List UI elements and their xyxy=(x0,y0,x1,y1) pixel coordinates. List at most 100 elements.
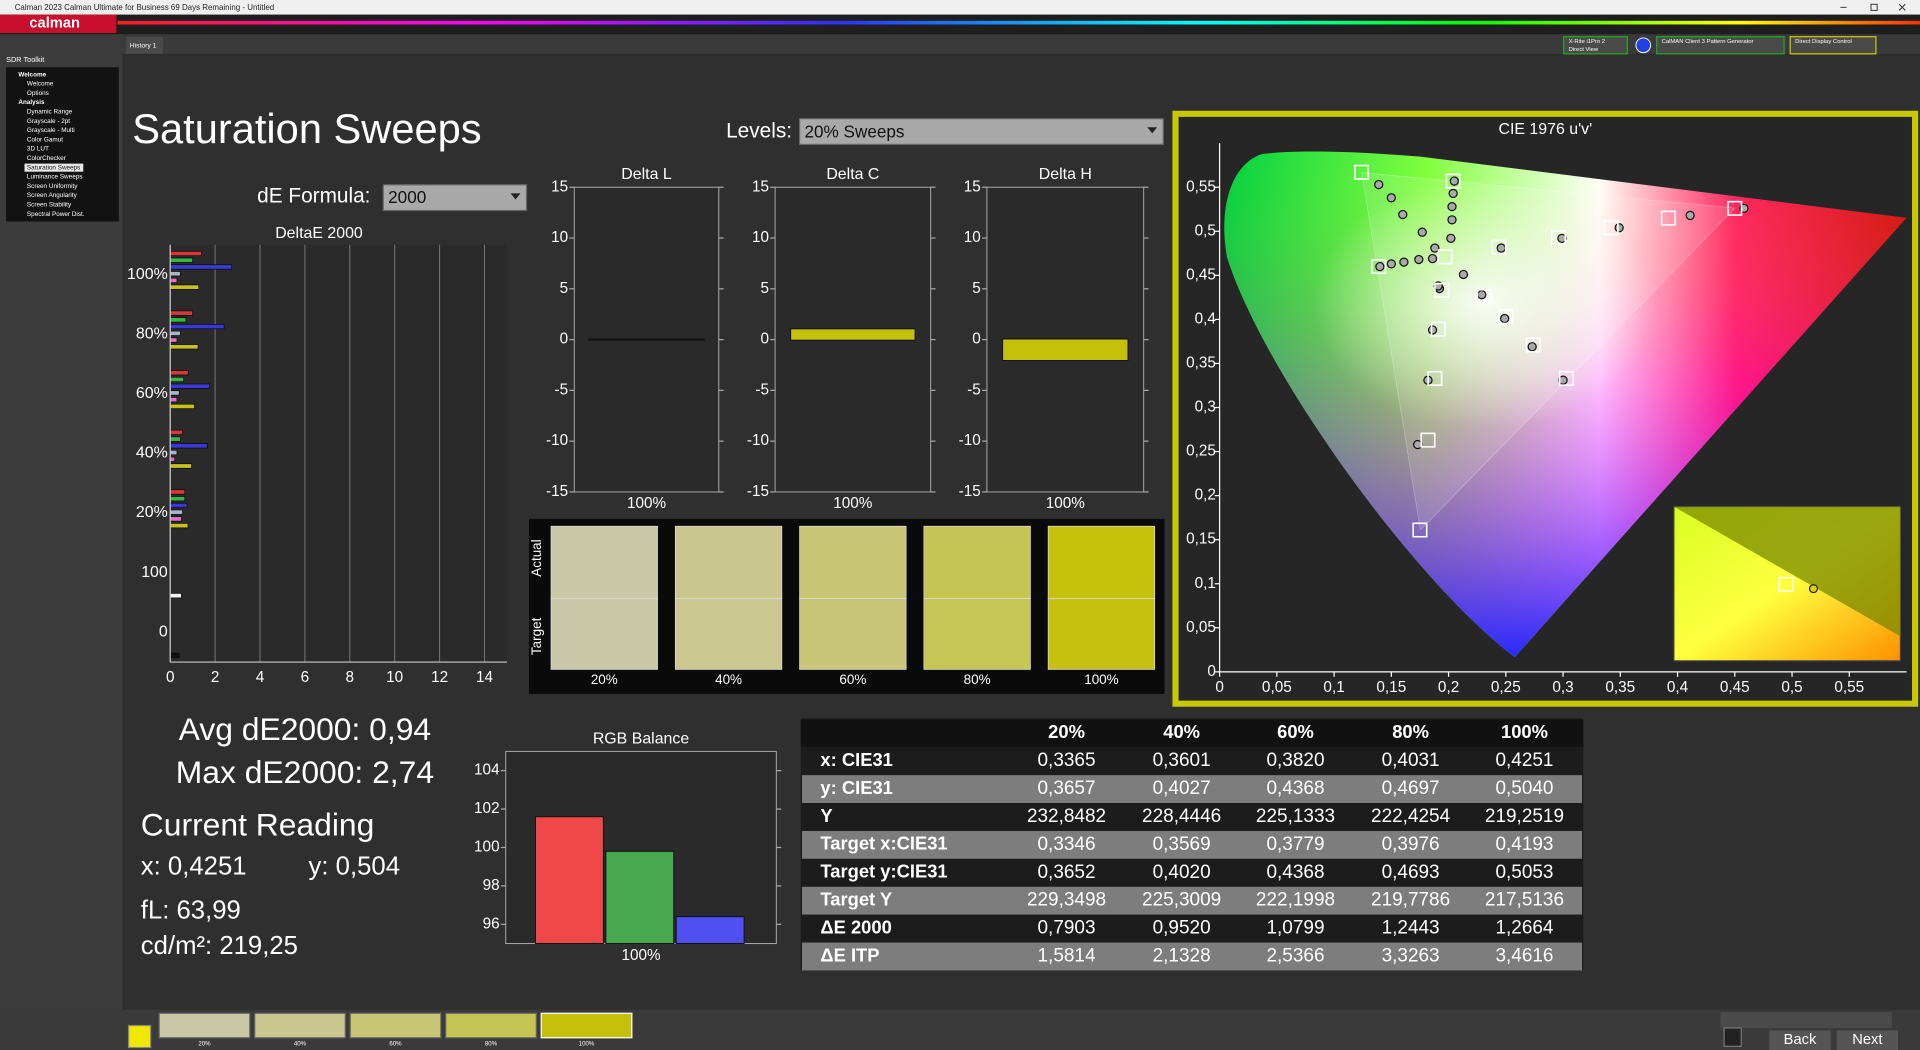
next-button[interactable] xyxy=(1836,1030,1898,1050)
table-cell: 0,4031 xyxy=(1382,750,1440,771)
bar xyxy=(169,489,186,495)
table-cell: 225,3009 xyxy=(1142,890,1221,911)
window-controls[interactable] xyxy=(1840,3,1906,11)
y-tick-label: 40% xyxy=(136,445,168,462)
formula-dropdown[interactable] xyxy=(382,184,528,212)
y-tick-label: 80% xyxy=(136,325,168,342)
table-row-label: Target Y xyxy=(820,889,892,910)
table-cell: 225,1333 xyxy=(1256,806,1335,827)
actual-point xyxy=(1374,179,1384,190)
bar xyxy=(169,463,192,469)
sidebar-item[interactable]: Screen Stability xyxy=(27,202,72,209)
bar xyxy=(169,516,182,522)
y-tick-label: 0 xyxy=(560,331,569,348)
bar xyxy=(1002,338,1129,362)
target-point xyxy=(1660,210,1676,226)
y-tick-label: 0,25 xyxy=(1186,443,1216,460)
table-cell: 232,8482 xyxy=(1027,806,1106,827)
sidebar-item[interactable]: Grayscale - Multi xyxy=(27,127,75,134)
table-cell: 3,4616 xyxy=(1495,946,1553,967)
sidebar-item[interactable]: 3D LUT xyxy=(27,146,49,153)
swatch-actual xyxy=(799,525,907,599)
y-tick-label: 5 xyxy=(760,280,769,297)
sidebar-item[interactable]: Options xyxy=(27,90,49,97)
x-tick-label: 0,1 xyxy=(1323,679,1344,696)
x-tick-label: 0,5 xyxy=(1781,679,1802,696)
sidebar-item[interactable]: Dynamic Range xyxy=(27,109,73,116)
y-tick-label: 15 xyxy=(551,178,568,195)
max-de: Max dE2000: 2,74 xyxy=(176,754,434,790)
table-cell: 222,1998 xyxy=(1256,890,1335,911)
bar xyxy=(169,429,183,435)
table-cell: 0,3601 xyxy=(1153,750,1211,771)
sidebar-item[interactable]: Screen Uniformity xyxy=(27,183,78,190)
footer-thumbnail[interactable] xyxy=(540,1012,633,1039)
sidebar-item[interactable]: Saturation Sweeps xyxy=(27,164,80,171)
y-tick-label: 20% xyxy=(136,504,168,521)
footer-thumbnail[interactable] xyxy=(349,1012,442,1039)
sidebar-item[interactable]: Grayscale - 2pt xyxy=(27,118,70,125)
y-tick-label: 15 xyxy=(964,178,981,195)
actual-point xyxy=(1527,342,1537,352)
y-tick-label: 100% xyxy=(127,266,168,283)
display-select[interactable] xyxy=(1789,36,1877,55)
pattern-select[interactable] xyxy=(1656,36,1785,55)
page-title: Saturation Sweeps xyxy=(132,105,481,152)
sidebar-item[interactable]: Color Gamut xyxy=(27,136,63,143)
swatch-row-label: Actual xyxy=(529,539,544,576)
y-tick-label: 10 xyxy=(551,229,568,246)
y-tick-label: 0 xyxy=(972,331,981,348)
target-point xyxy=(1491,239,1507,255)
table-header-cell: 40% xyxy=(1163,721,1200,742)
meter-select[interactable] xyxy=(1563,36,1628,55)
target-point xyxy=(1498,309,1514,325)
table-cell: 0,9520 xyxy=(1153,918,1211,939)
table-cell: 0,5053 xyxy=(1495,862,1553,883)
table-row xyxy=(802,886,1583,915)
swatch-actual xyxy=(674,525,783,599)
table-header xyxy=(800,719,1584,747)
sidebar-item[interactable]: Spectral Power Dist. xyxy=(27,211,85,218)
tab-label: History 1 xyxy=(130,43,157,50)
tab[interactable] xyxy=(126,36,163,54)
y-tick-label: 98 xyxy=(483,877,500,894)
display-control: Direct Display Control xyxy=(1795,39,1852,45)
bar xyxy=(169,397,178,403)
next-label: Next xyxy=(1852,1032,1882,1048)
table-cell: 1,0799 xyxy=(1266,918,1324,939)
meter-mode: Direct View xyxy=(1569,47,1599,53)
target-point xyxy=(1550,229,1567,245)
y-tick-label: -15 xyxy=(747,483,769,500)
sidebar-item[interactable]: ColorChecker xyxy=(27,155,67,162)
levels-dropdown[interactable] xyxy=(798,118,1164,146)
y-tick-label: 100 xyxy=(474,839,500,856)
table-row-label: x: CIE31 xyxy=(820,749,892,770)
sidebar-item[interactable]: Analysis xyxy=(18,99,45,106)
meter-status[interactable] xyxy=(1635,37,1652,54)
bar xyxy=(675,916,745,945)
sidebar-item[interactable]: Luminance Sweeps xyxy=(27,174,83,181)
y-tick-label: -5 xyxy=(755,381,769,398)
sidebar-item[interactable]: Screen Angularity xyxy=(27,192,78,199)
bar xyxy=(169,271,181,277)
back-button[interactable] xyxy=(1769,1030,1831,1050)
bar xyxy=(169,317,187,323)
y-tick-label: 0,5 xyxy=(1195,222,1216,239)
y-tick-label: 5 xyxy=(560,280,569,297)
table-cell: 1,2664 xyxy=(1495,918,1553,939)
playback-controls[interactable] xyxy=(1720,1012,1892,1028)
bar xyxy=(588,338,705,341)
sidebar-item[interactable]: Welcome xyxy=(18,71,46,78)
swatch-actual xyxy=(1047,525,1156,599)
stop-button[interactable] xyxy=(1723,1027,1742,1047)
table-cell: 0,4693 xyxy=(1382,862,1440,883)
x-tick-label: 0 xyxy=(166,669,175,686)
logo-box[interactable] xyxy=(0,14,117,34)
footer-thumbnail[interactable] xyxy=(158,1012,251,1039)
target-point xyxy=(1603,220,1619,236)
footer-thumbnail[interactable] xyxy=(254,1012,346,1039)
footer-thumbnail[interactable] xyxy=(445,1012,537,1039)
rainbow-line xyxy=(117,20,1920,25)
sidebar-item[interactable]: Welcome xyxy=(27,81,54,88)
table-cell: 0,5040 xyxy=(1495,778,1553,799)
